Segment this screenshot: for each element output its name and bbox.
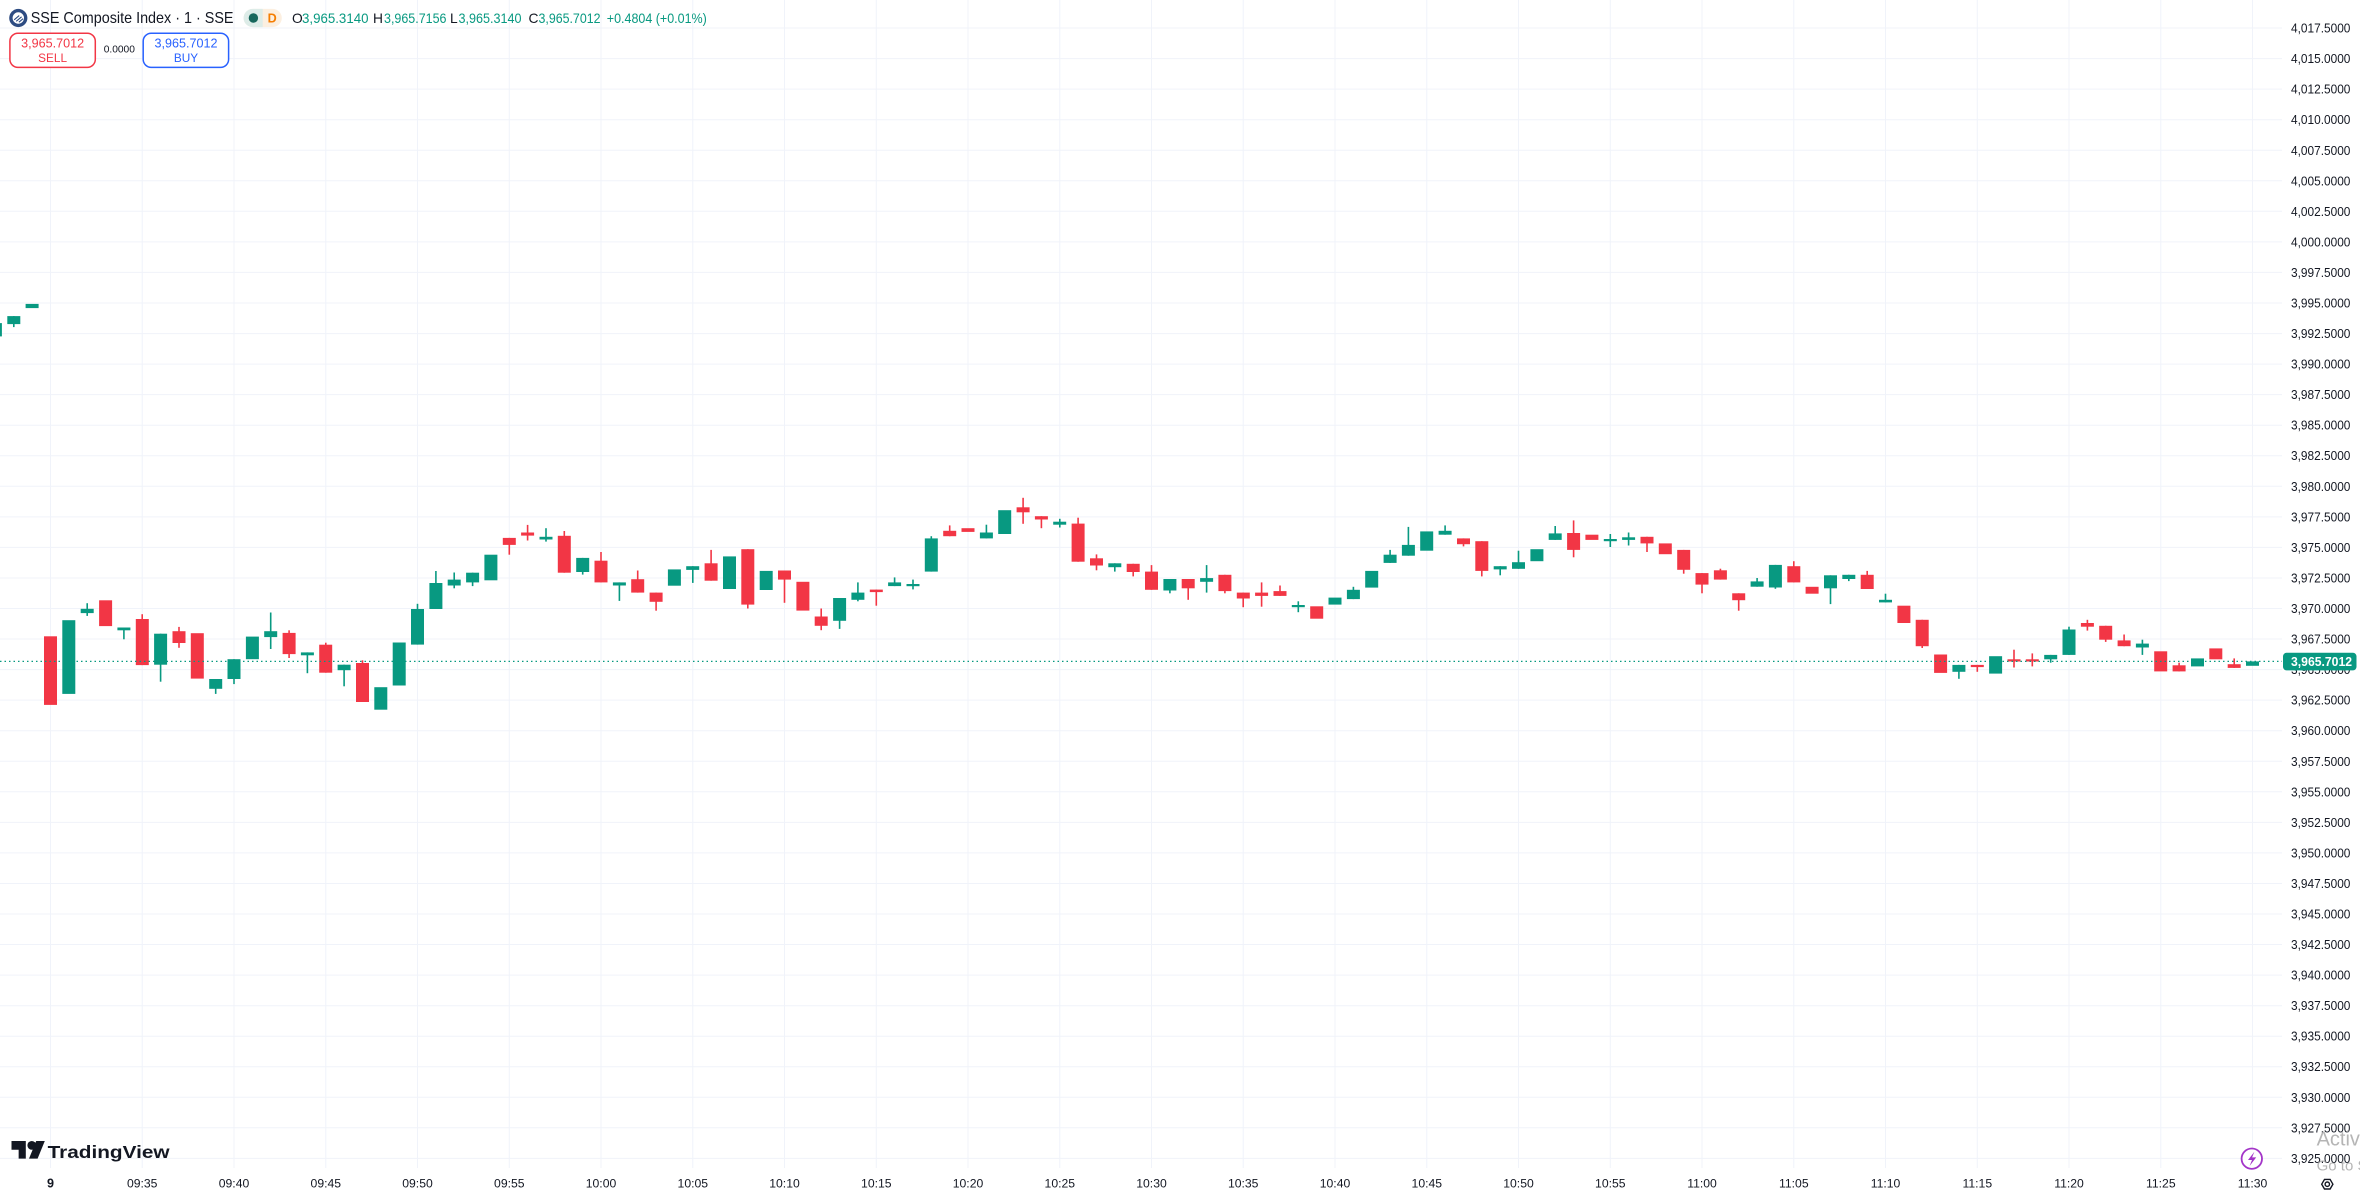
svg-text:11:10: 11:10 [1871,1177,1901,1191]
svg-text:09:45: 09:45 [311,1177,342,1191]
svg-text:3,975.0000: 3,975.0000 [2291,541,2350,555]
svg-text:3,957.5000: 3,957.5000 [2291,755,2350,769]
svg-text:3,927.5000: 3,927.5000 [2291,1121,2350,1135]
svg-text:3,965.7012: 3,965.7012 [21,35,84,50]
svg-text:10:25: 10:25 [1045,1177,1076,1191]
svg-text:09:40: 09:40 [219,1177,250,1191]
svg-text:3,955.0000: 3,955.0000 [2291,785,2350,799]
svg-text:Go to Settings to act: Go to Settings to act [2317,1158,2360,1175]
svg-text:3,940.0000: 3,940.0000 [2291,969,2350,983]
svg-text:3,965.3140: 3,965.3140 [459,11,522,26]
svg-text:3,965.7156: 3,965.7156 [384,11,447,26]
svg-text:0.0000: 0.0000 [104,45,135,56]
svg-text:L: L [450,11,458,26]
svg-text:3,960.0000: 3,960.0000 [2291,724,2350,738]
svg-text:3,970.0000: 3,970.0000 [2291,602,2350,616]
svg-text:10:55: 10:55 [1595,1177,1626,1191]
svg-text:10:35: 10:35 [1228,1177,1259,1191]
svg-text:11:05: 11:05 [1779,1177,1809,1191]
svg-text:10:20: 10:20 [953,1177,984,1191]
svg-text:3,982.5000: 3,982.5000 [2291,449,2350,463]
svg-text:3,987.5000: 3,987.5000 [2291,388,2350,402]
svg-text:10:30: 10:30 [1136,1177,1167,1191]
svg-text:10:10: 10:10 [769,1177,800,1191]
svg-text:4,007.5000: 4,007.5000 [2291,144,2350,158]
svg-text:3,952.5000: 3,952.5000 [2291,816,2350,830]
svg-text:4,017.5000: 4,017.5000 [2291,22,2350,36]
svg-text:TradingView: TradingView [48,1142,170,1162]
svg-text:SELL: SELL [38,51,67,65]
svg-text:3,942.5000: 3,942.5000 [2291,938,2350,952]
svg-text:4,010.0000: 4,010.0000 [2291,113,2350,127]
svg-text:10:15: 10:15 [861,1177,892,1191]
svg-text:3,997.5000: 3,997.5000 [2291,266,2350,280]
svg-text:3,990.0000: 3,990.0000 [2291,358,2350,372]
svg-text:10:05: 10:05 [678,1177,709,1191]
svg-text:11:15: 11:15 [1963,1177,1993,1191]
svg-text:11:25: 11:25 [2146,1177,2176,1191]
svg-text:4,005.0000: 4,005.0000 [2291,174,2350,188]
svg-text:3,947.5000: 3,947.5000 [2291,877,2350,891]
svg-text:3,965.7012: 3,965.7012 [539,11,601,26]
svg-text:11:30: 11:30 [2238,1177,2268,1191]
svg-text:3,965.7012: 3,965.7012 [155,35,218,50]
svg-text:10:00: 10:00 [586,1177,617,1191]
svg-text:11:20: 11:20 [2054,1177,2084,1191]
svg-text:3,935.0000: 3,935.0000 [2291,1030,2350,1044]
svg-text:3,967.5000: 3,967.5000 [2291,633,2350,647]
svg-text:+0.4804 (+0.01%): +0.4804 (+0.01%) [607,11,707,26]
svg-text:3,962.5000: 3,962.5000 [2291,694,2350,708]
svg-text:3,977.5000: 3,977.5000 [2291,510,2350,524]
svg-text:09:50: 09:50 [402,1177,433,1191]
svg-text:C: C [529,11,539,26]
svg-text:3,937.5000: 3,937.5000 [2291,999,2350,1013]
svg-text:3,985.0000: 3,985.0000 [2291,419,2350,433]
svg-text:3,965.3140: 3,965.3140 [302,11,369,26]
svg-text:10:40: 10:40 [1320,1177,1351,1191]
svg-text:11:00: 11:00 [1687,1177,1717,1191]
svg-text:Activate Windows: Activate Windows [2317,1128,2360,1150]
svg-text:3,930.0000: 3,930.0000 [2291,1091,2350,1105]
svg-text:3,992.5000: 3,992.5000 [2291,327,2350,341]
svg-text:3,972.5000: 3,972.5000 [2291,572,2350,586]
svg-text:3,995.0000: 3,995.0000 [2291,297,2350,311]
svg-text:09:35: 09:35 [127,1177,158,1191]
svg-text:3,980.0000: 3,980.0000 [2291,480,2350,494]
svg-text:3,945.0000: 3,945.0000 [2291,908,2350,922]
svg-text:10:45: 10:45 [1412,1177,1443,1191]
svg-text:3,932.5000: 3,932.5000 [2291,1060,2350,1074]
svg-text:4,000.0000: 4,000.0000 [2291,235,2350,249]
svg-text:3,950.0000: 3,950.0000 [2291,846,2350,860]
svg-text:H: H [373,11,383,26]
svg-text:9: 9 [47,1177,54,1191]
svg-text:4,012.5000: 4,012.5000 [2291,83,2350,97]
svg-text:SSE Composite Index · 1 · SSE: SSE Composite Index · 1 · SSE [31,10,234,27]
svg-text:4,002.5000: 4,002.5000 [2291,205,2350,219]
svg-text:4,015.0000: 4,015.0000 [2291,52,2350,66]
svg-text:BUY: BUY [174,51,198,65]
svg-text:D: D [268,11,277,25]
svg-text:10:50: 10:50 [1503,1177,1534,1191]
svg-text:09:55: 09:55 [494,1177,525,1191]
svg-text:3,965.7012: 3,965.7012 [2291,655,2352,669]
svg-text:O: O [292,11,303,26]
svg-text:3,925.0000: 3,925.0000 [2291,1152,2350,1166]
